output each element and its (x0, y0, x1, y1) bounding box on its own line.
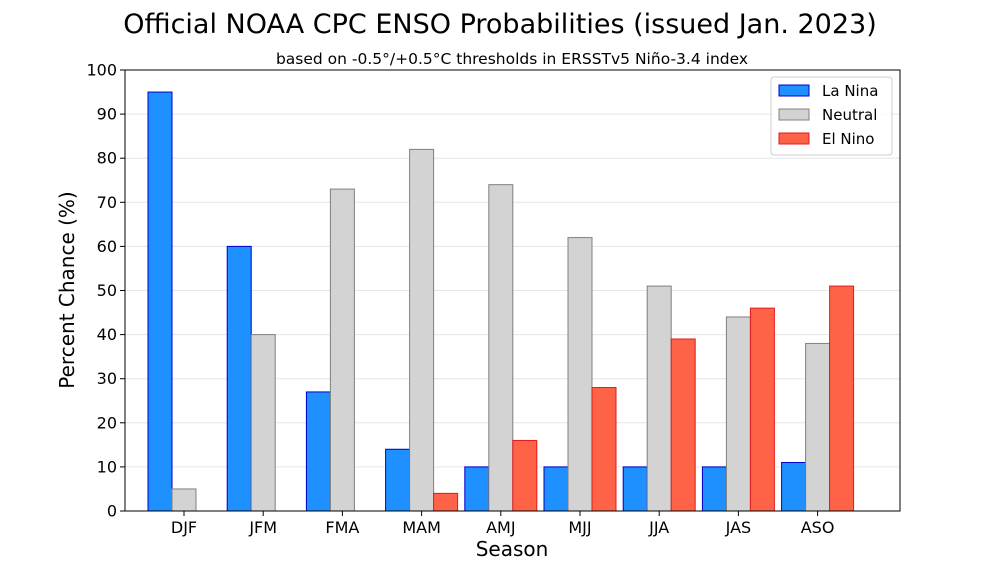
bar-el-nino-mam (433, 492, 459, 512)
bar-la-nina-fma (305, 391, 331, 512)
x-axis-label: Season (476, 537, 549, 561)
bar-el-nino-amj (512, 439, 538, 512)
x-tick-label: MAM (402, 518, 441, 537)
legend-swatch-neutral (778, 108, 810, 121)
y-tick-label: 30 (97, 369, 117, 388)
bar-neutral-amj (488, 184, 514, 512)
bar-neutral-jja (646, 285, 672, 512)
bar-neutral-jas (725, 316, 751, 512)
y-axis-ticks: 0 10 20 30 40 50 60 70 80 90 100 (86, 61, 125, 521)
y-tick-label: 40 (97, 325, 117, 344)
bar-la-nina-mam (385, 448, 411, 512)
bar-la-nina-mjj (543, 466, 569, 512)
bar-el-nino-jja (670, 338, 696, 512)
legend-swatch-el-nino (778, 132, 810, 145)
bar-neutral-djf (171, 488, 197, 512)
y-tick-label: 70 (97, 193, 117, 212)
bar-la-nina-aso (781, 461, 807, 512)
y-tick-label: 90 (97, 105, 117, 124)
x-axis-ticks: DJF JFM FMA MAM AMJ MJJ JJA JAS ASO (171, 511, 835, 537)
legend-label-neutral: Neutral (822, 106, 877, 124)
y-tick-label: 100 (86, 61, 117, 80)
bar-la-nina-jfm (226, 245, 252, 512)
bars (147, 91, 855, 512)
bar-la-nina-jja (622, 466, 648, 512)
bar-el-nino-jas (749, 307, 775, 512)
x-tick-label: ASO (801, 518, 835, 537)
bar-neutral-mam (409, 148, 435, 512)
legend-label-el-nino: El Nino (822, 130, 875, 148)
x-tick-label: DJF (171, 518, 197, 537)
legend-label-la-nina: La Nina (822, 82, 878, 100)
bar-neutral-mjj (567, 237, 593, 512)
x-tick-label: JAS (725, 518, 752, 537)
x-tick-label: FMA (325, 518, 359, 537)
x-tick-label: AMJ (486, 518, 515, 537)
x-tick-label: JFM (248, 518, 277, 537)
y-tick-label: 10 (97, 457, 117, 476)
y-tick-label: 0 (107, 502, 117, 521)
x-tick-label: MJJ (568, 518, 591, 537)
bar-neutral-fma (329, 188, 355, 512)
bar-neutral-jfm (250, 334, 276, 512)
bar-neutral-aso (805, 342, 831, 512)
chart-subtitle: based on -0.5°/+0.5°C thresholds in ERSS… (276, 50, 748, 68)
y-tick-label: 60 (97, 237, 117, 256)
chart-title: Official NOAA CPC ENSO Probabilities (is… (123, 9, 877, 40)
bar-el-nino-aso (829, 285, 855, 512)
y-axis-label: Percent Chance (%) (55, 191, 79, 388)
legend-swatch-la-nina (778, 84, 810, 97)
legend: La Nina Neutral El Nino (770, 76, 893, 156)
bar-el-nino-mjj (591, 387, 617, 512)
x-tick-label: JJA (648, 518, 669, 537)
bar-la-nina-amj (464, 466, 490, 512)
y-tick-label: 80 (97, 149, 117, 168)
bar-la-nina-jas (701, 466, 727, 512)
bar-la-nina-djf (147, 91, 173, 512)
y-tick-label: 50 (97, 281, 117, 300)
y-tick-label: 20 (97, 413, 117, 432)
